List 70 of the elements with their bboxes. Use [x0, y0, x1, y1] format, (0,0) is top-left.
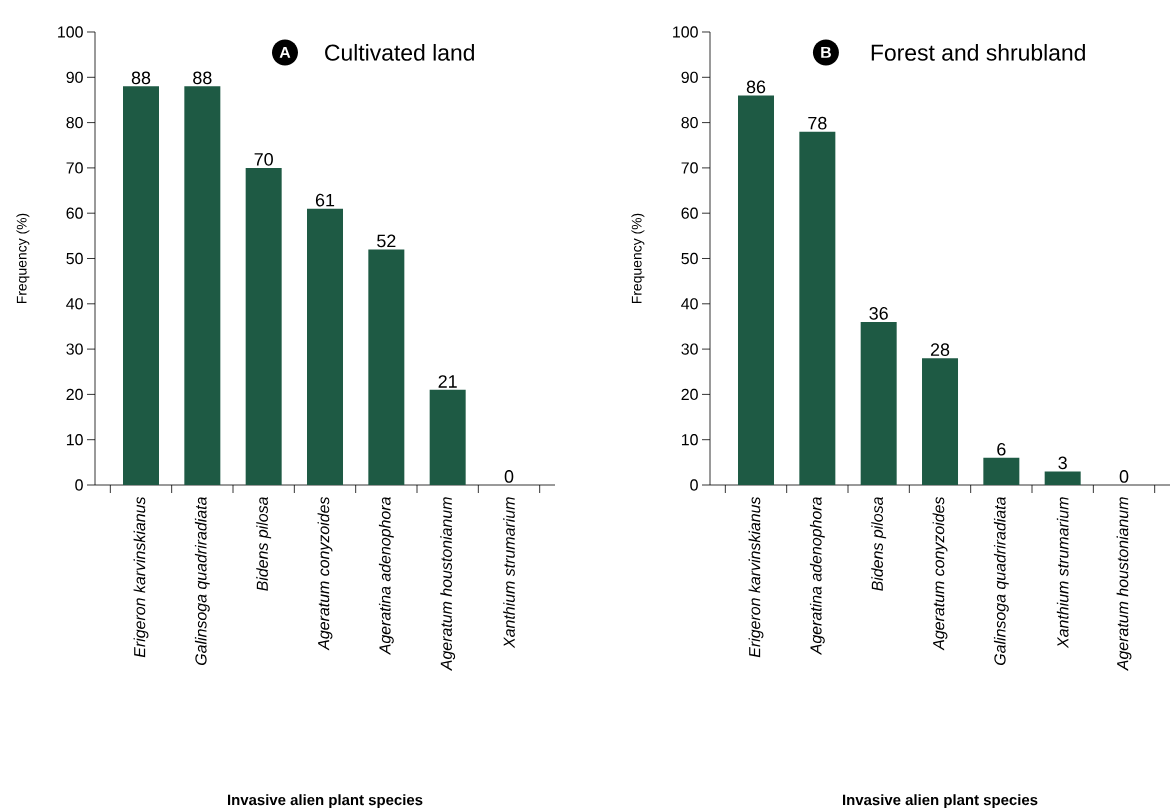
- y-tick-label: 70: [66, 162, 83, 174]
- y-tick-label: 40: [681, 298, 698, 310]
- bar: [1044, 471, 1081, 485]
- data-label: 6: [997, 442, 1006, 456]
- x-tick-label: Ageratum conyzoides: [317, 496, 333, 651]
- x-tick-label: Xanthium strumarium: [503, 497, 515, 649]
- bar: [245, 167, 282, 485]
- y-axis-title: Frequency (%): [631, 213, 645, 304]
- bar: [860, 321, 897, 485]
- x-tick-label: Ageratum conyzoides: [932, 496, 948, 651]
- y-tick-label: 30: [681, 343, 698, 355]
- x-tick-label: Galinsoga quadriradiata: [993, 497, 1009, 665]
- data-label: 61: [315, 193, 335, 207]
- y-tick-label: 90: [681, 71, 698, 83]
- chart-title: Cultivated land: [325, 43, 474, 61]
- data-label: 21: [438, 375, 457, 388]
- y-tick-label: 30: [66, 343, 83, 355]
- data-label: 70: [254, 152, 273, 166]
- y-tick-label: 40: [66, 298, 83, 310]
- x-tick-label: Ageratum houstonianum: [1116, 497, 1132, 671]
- data-label: 28: [930, 343, 950, 356]
- y-tick-label: 50: [66, 252, 83, 265]
- y-tick-label: 60: [681, 207, 698, 219]
- x-tick-label: Ageratum houstonianum: [440, 497, 456, 671]
- chart-title: Forest and shrubland: [871, 43, 1085, 61]
- y-tick-label: 80: [66, 116, 83, 129]
- y-tick-label: 100: [58, 26, 83, 38]
- y-tick-label: 0: [690, 479, 698, 491]
- y-tick-label: 10: [681, 434, 698, 446]
- y-tick-label: 80: [681, 116, 698, 129]
- bar: [799, 131, 836, 485]
- data-label: 52: [377, 234, 396, 248]
- x-tick-label: Bidens pilosa: [256, 497, 272, 591]
- x-tick-label: Bidens pilosa: [871, 497, 887, 591]
- bar: [983, 457, 1020, 485]
- bar: [429, 389, 466, 485]
- bar: [738, 95, 775, 485]
- y-tick-label: 100: [673, 26, 698, 38]
- data-label: 36: [869, 307, 888, 320]
- data-label: 88: [193, 71, 212, 85]
- data-label: 3: [1058, 456, 1067, 470]
- bar: [123, 86, 159, 485]
- x-axis-title: Invasive alien plant species: [227, 794, 423, 809]
- y-tick-label: 70: [681, 162, 698, 174]
- y-tick-label: 50: [681, 252, 698, 265]
- y-tick-label: 10: [66, 434, 83, 446]
- data-label: 86: [746, 80, 766, 94]
- bar: [307, 208, 343, 485]
- y-tick-label: 60: [66, 207, 83, 219]
- y-tick-label: 90: [66, 71, 83, 83]
- x-tick-label: Erigeron karvinskianus: [133, 496, 149, 658]
- bar: [368, 249, 405, 485]
- y-axis-title: Frequency (%): [16, 213, 30, 304]
- bar: [184, 86, 221, 485]
- data-label: 88: [131, 71, 151, 85]
- x-tick-label: Galinsoga quadriradiata: [194, 497, 210, 665]
- x-axis-title: Invasive alien plant species: [842, 794, 1038, 809]
- annotation: B: [821, 46, 831, 58]
- x-tick-label: Erigeron karvinskianus: [748, 496, 764, 658]
- bar: [922, 358, 959, 485]
- x-tick-label: Ageratina adenophora: [378, 497, 394, 656]
- annotation: A: [279, 46, 291, 58]
- data-label: 0: [504, 470, 514, 483]
- y-tick-label: 20: [66, 388, 83, 401]
- x-tick-label: Ageratina adenophora: [809, 497, 825, 656]
- y-tick-label: 20: [681, 388, 698, 401]
- data-label: 0: [1119, 470, 1129, 483]
- y-tick-label: 0: [75, 479, 83, 491]
- data-label: 78: [808, 116, 827, 130]
- x-tick-label: Xanthium strumarium: [1056, 497, 1069, 649]
